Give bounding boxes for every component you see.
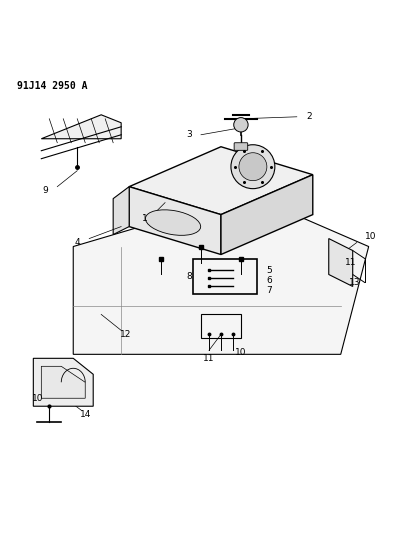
Text: 13: 13 [348,278,359,287]
Text: 11: 11 [344,258,355,267]
Text: 1: 1 [142,214,148,223]
Polygon shape [221,175,312,255]
Polygon shape [73,195,368,354]
Text: 12: 12 [119,330,130,339]
Ellipse shape [145,210,200,236]
Text: 10: 10 [32,394,43,403]
Polygon shape [41,115,121,139]
Text: 4: 4 [74,238,80,247]
Polygon shape [129,147,312,215]
Text: 7: 7 [265,286,271,295]
Text: 9: 9 [43,186,48,195]
Text: 5: 5 [265,266,271,275]
Polygon shape [129,187,221,255]
Text: 3: 3 [186,130,191,139]
Text: 6: 6 [265,276,271,285]
Text: 10: 10 [235,348,246,357]
Circle shape [238,153,266,181]
Text: 91J14 2950 A: 91J14 2950 A [17,81,88,91]
Polygon shape [113,187,129,235]
Text: 8: 8 [186,272,191,281]
Polygon shape [41,366,85,398]
Bar [192,259,256,294]
FancyBboxPatch shape [233,143,247,150]
Circle shape [230,145,274,189]
Polygon shape [33,358,93,406]
Polygon shape [328,239,352,286]
Text: 10: 10 [364,232,375,241]
Text: 2: 2 [305,112,311,122]
Circle shape [233,118,247,132]
Text: 11: 11 [203,354,214,363]
Text: 14: 14 [79,410,91,419]
